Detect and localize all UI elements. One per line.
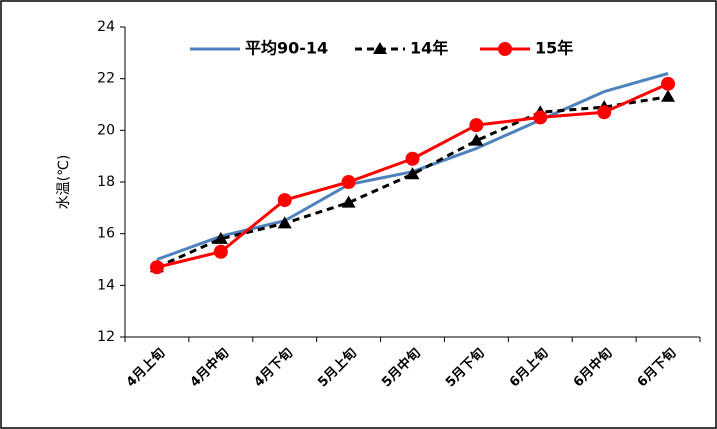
data-point — [341, 195, 356, 208]
y-tick-label: 20 — [97, 122, 115, 138]
data-point — [277, 193, 292, 208]
data-point — [661, 76, 676, 91]
data-point — [533, 110, 548, 125]
data-point — [149, 260, 164, 275]
data-point — [661, 89, 676, 102]
data-point — [597, 105, 612, 120]
y-tick-label: 14 — [97, 277, 115, 293]
legend-label-2: 15年 — [535, 39, 573, 58]
legend-label-0: 平均90-14 — [245, 39, 328, 58]
data-point — [469, 118, 484, 133]
data-point — [213, 244, 228, 259]
y-tick-label: 12 — [97, 329, 115, 345]
y-tick-label: 18 — [97, 174, 115, 190]
y-tick-label: 16 — [97, 226, 115, 242]
y-tick-label: 24 — [97, 19, 115, 35]
legend-marker-1 — [373, 42, 387, 54]
data-point — [277, 216, 292, 229]
data-point — [341, 175, 356, 189]
data-point — [405, 167, 420, 180]
legend-marker-2 — [498, 42, 512, 56]
series-line-1 — [156, 95, 669, 269]
data-point — [469, 133, 484, 146]
data-point — [405, 151, 420, 166]
y-tick-label: 22 — [97, 71, 115, 87]
data-point — [213, 231, 228, 244]
legend-label-1: 14年 — [410, 39, 448, 58]
y-axis-label: 水温(℃) — [56, 155, 72, 210]
